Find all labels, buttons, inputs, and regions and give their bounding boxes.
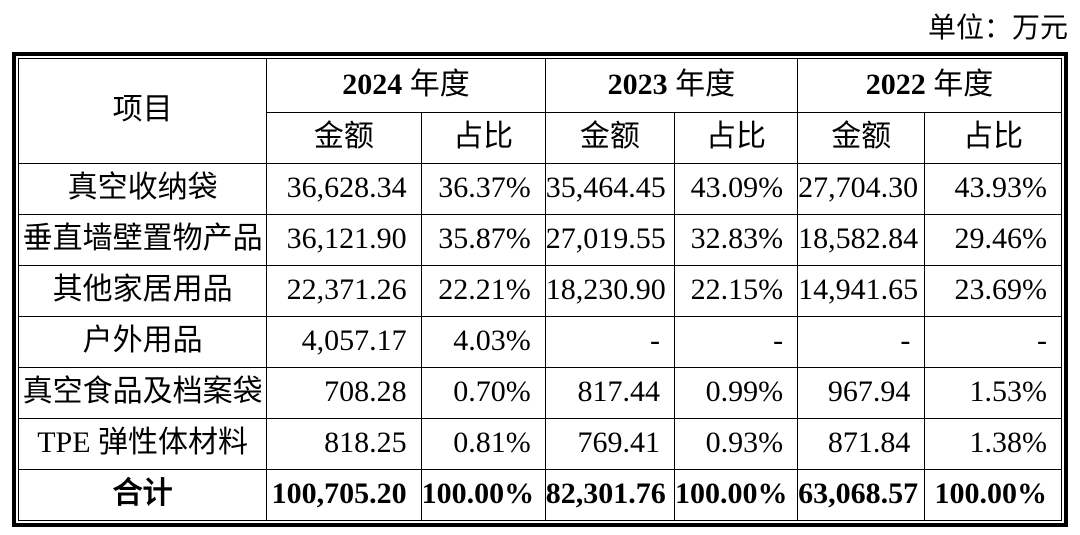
row-value-cell: 32.83% <box>674 213 799 266</box>
table-outer-border: 项目 2024 年度 2023 年度 2022 年度 金额 占比 金额 占比 金… <box>12 51 1068 527</box>
row-value-cell: 708.28 <box>266 366 422 419</box>
table-row: TPE 弹性体材料 818.25 0.81% 769.41 0.93% 871.84 1.3… <box>17 417 1062 470</box>
row-value-cell: 36.37% <box>420 162 546 215</box>
row-value-cell: 967.94 <box>797 366 926 419</box>
row-value-cell: 63,068.57 <box>797 468 926 521</box>
row-value-cell: 100,705.20 <box>266 468 422 521</box>
row-value-cell: 36,121.90 <box>266 213 422 266</box>
table-row: 户外用品 4,057.17 4.03% - - - - <box>17 315 1062 368</box>
col-header-year-2024: 2024 年度 <box>266 57 546 113</box>
header-row-years: 项目 2024 年度 2023 年度 2022 年度 <box>17 57 1062 164</box>
row-item-label: 合计 <box>17 468 268 521</box>
table-body: 真空收纳袋 36,628.34 36.37% 35,464.45 43.09% 27,70… <box>17 162 1062 521</box>
row-value-cell: 22,371.26 <box>266 264 422 317</box>
row-value-cell: 14,941.65 <box>797 264 926 317</box>
row-value-cell: - <box>544 315 676 368</box>
row-value-cell: 22.15% <box>674 264 799 317</box>
row-value-cell: 27,704.30 <box>797 162 926 215</box>
row-value-cell: 18,230.90 <box>544 264 676 317</box>
table-row: 其他家居用品 22,371.26 22.21% 18,230.90 22.15% 14,9… <box>17 264 1062 317</box>
row-item-label: 户外用品 <box>17 315 268 368</box>
row-value-cell: 82,301.76 <box>544 468 676 521</box>
unit-label: 单位：万元 <box>927 13 1068 44</box>
row-value-cell: 43.09% <box>674 162 799 215</box>
col-header-item: 项目 <box>17 57 268 164</box>
row-item-label: 真空收纳袋 <box>17 162 268 215</box>
row-value-cell: 4,057.17 <box>266 315 422 368</box>
row-value-cell: 0.99% <box>674 366 799 419</box>
row-value-cell: 27,019.55 <box>544 213 676 266</box>
year-number: 2024 <box>342 67 403 101</box>
row-value-cell: 23.69% <box>924 264 1062 317</box>
row-value-cell: 1.53% <box>924 366 1062 419</box>
row-value-cell: 4.03% <box>420 315 546 368</box>
table-row: 真空收纳袋 36,628.34 36.37% 35,464.45 43.09% 27,70… <box>17 162 1062 215</box>
row-value-cell: 0.93% <box>674 417 799 470</box>
row-value-cell: 1.38% <box>924 417 1062 470</box>
year-suffix: 年度 <box>933 67 994 101</box>
year-suffix: 年度 <box>409 67 470 101</box>
row-value-cell: 818.25 <box>266 417 422 470</box>
row-item-label: 真空食品及档案袋 <box>17 366 268 419</box>
col-header-ratio-2023: 占比 <box>674 111 799 164</box>
table-header: 项目 2024 年度 2023 年度 2022 年度 金额 占比 金额 占比 金… <box>17 57 1062 164</box>
row-value-cell: - <box>674 315 799 368</box>
row-value-cell: 22.21% <box>420 264 546 317</box>
total-row: 合计 100,705.20 100.00% 82,301.76 100.00% 63,06… <box>17 468 1062 521</box>
row-value-cell: 43.93% <box>924 162 1062 215</box>
year-number: 2023 <box>607 67 668 101</box>
table-row: 真空食品及档案袋 708.28 0.70% 817.44 0.99% 967.94 1.53… <box>17 366 1062 419</box>
row-value-cell: - <box>924 315 1062 368</box>
row-value-cell: 18,582.84 <box>797 213 926 266</box>
row-value-cell: 817.44 <box>544 366 676 419</box>
row-value-cell: 100.00% <box>924 468 1062 521</box>
year-number: 2022 <box>865 67 926 101</box>
row-value-cell: 35,464.45 <box>544 162 676 215</box>
table-row: 垂直墙壁置物产品 36,121.90 35.87% 27,019.55 32.83% 18… <box>17 213 1062 266</box>
col-header-ratio-2022: 占比 <box>924 111 1062 164</box>
col-header-year-2022: 2022 年度 <box>797 57 1062 113</box>
row-value-cell: 29.46% <box>924 213 1062 266</box>
row-value-cell: 0.70% <box>420 366 546 419</box>
row-value-cell: 100.00% <box>674 468 799 521</box>
row-value-cell: 36,628.34 <box>266 162 422 215</box>
year-suffix: 年度 <box>675 67 736 101</box>
col-header-ratio-2024: 占比 <box>420 111 546 164</box>
row-value-cell: - <box>797 315 926 368</box>
col-header-amount-2022: 金额 <box>797 111 926 164</box>
row-value-cell: 0.81% <box>420 417 546 470</box>
row-value-cell: 769.41 <box>544 417 676 470</box>
row-value-cell: 100.00% <box>420 468 546 521</box>
col-header-amount-2023: 金额 <box>544 111 676 164</box>
row-value-cell: 871.84 <box>797 417 926 470</box>
row-item-label: 垂直墙壁置物产品 <box>17 213 268 266</box>
row-item-label: 其他家居用品 <box>17 264 268 317</box>
col-header-amount-2024: 金额 <box>266 111 422 164</box>
col-header-year-2023: 2023 年度 <box>544 57 799 113</box>
row-value-cell: 35.87% <box>420 213 546 266</box>
row-item-label: TPE 弹性体材料 <box>17 417 268 470</box>
revenue-breakdown-table: 项目 2024 年度 2023 年度 2022 年度 金额 占比 金额 占比 金… <box>17 57 1062 521</box>
